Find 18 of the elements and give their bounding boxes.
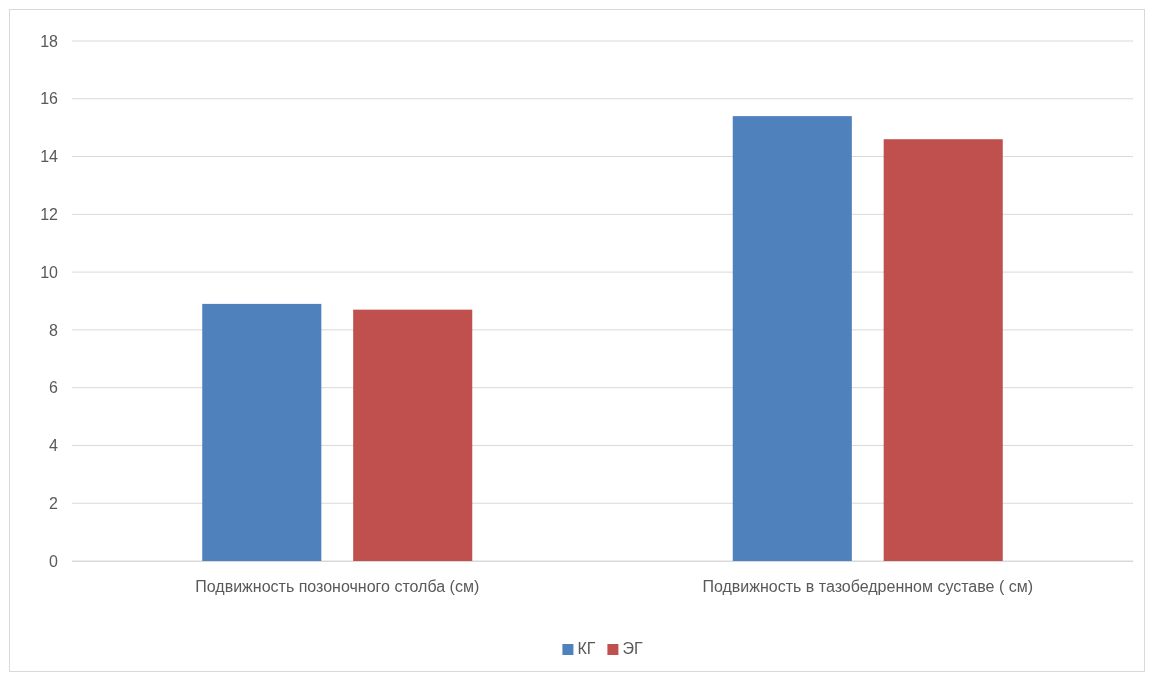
x-tick-label: Подвижность позоночного столба (см) (195, 578, 480, 596)
bar (883, 139, 1003, 561)
x-tick-label: Подвижность в тазобедренном суставе ( см) (702, 578, 1034, 596)
y-tick-label: 8 (49, 321, 59, 339)
bar (202, 303, 322, 561)
y-tick-label: 16 (40, 90, 59, 108)
bar (732, 116, 852, 561)
y-tick-label: 18 (40, 32, 59, 50)
y-tick-label: 12 (40, 205, 59, 223)
legend-label: ЭГ (622, 640, 643, 657)
legend-label: КГ (577, 640, 596, 657)
y-tick-label: 14 (40, 148, 59, 166)
y-tick-label: 0 (49, 552, 59, 570)
bar (353, 309, 473, 561)
y-tick-label: 6 (49, 379, 59, 397)
y-tick-label: 4 (49, 437, 59, 455)
y-tick-label: 2 (49, 494, 59, 512)
y-tick-label: 10 (40, 263, 59, 281)
